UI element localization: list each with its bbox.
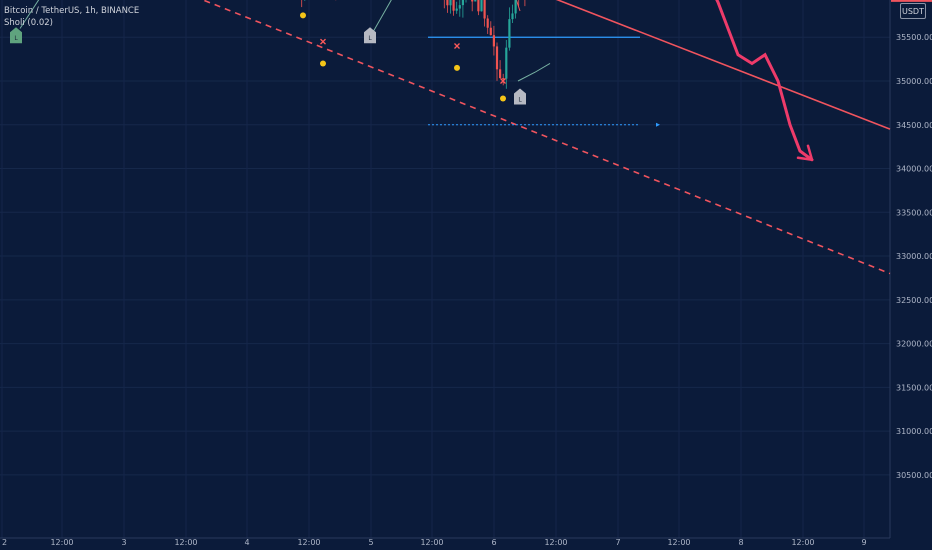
x-tick-label: 12:00 <box>50 538 73 547</box>
chart-legend: Bitcoin / TetherUS, 1h, BINANCE Sholi (0… <box>4 5 139 29</box>
signal-cross <box>320 38 326 45</box>
candle-body[interactable] <box>508 19 511 48</box>
candle-body[interactable] <box>502 78 505 80</box>
x-tick-label: 6 <box>491 538 496 547</box>
signal-dot <box>500 95 506 102</box>
candle-body[interactable] <box>480 0 483 12</box>
long-signal-marker[interactable] <box>364 27 376 44</box>
candle-body[interactable] <box>474 0 477 2</box>
x-tick-label: 7 <box>615 538 620 547</box>
candle-body[interactable] <box>446 0 449 6</box>
currency-badge[interactable]: USDT <box>900 3 926 19</box>
x-tick-label: 8 <box>738 538 743 547</box>
y-tick-label: 31500.00 <box>896 383 932 392</box>
x-tick-label: 12:00 <box>174 538 197 547</box>
marker-glyph: L <box>14 35 18 42</box>
candle-body[interactable] <box>471 0 474 2</box>
candle-body[interactable] <box>449 0 452 6</box>
x-tick-label: 12:00 <box>667 538 690 547</box>
candle-body[interactable] <box>458 5 461 9</box>
candle-body[interactable] <box>483 0 486 19</box>
y-tick-label: 34500.00 <box>896 121 932 130</box>
candle-body[interactable] <box>511 13 514 20</box>
forecast-fall-path[interactable] <box>660 0 814 162</box>
y-tick-label: 31000.00 <box>896 427 932 436</box>
indicator-line <box>517 63 551 82</box>
long-signal-marker[interactable] <box>514 88 526 105</box>
signal-dot <box>320 60 326 67</box>
candle-body[interactable] <box>486 18 489 28</box>
x-tick-label: 3 <box>121 538 126 547</box>
long-signal-marker[interactable] <box>10 27 22 44</box>
indicator-label: Sholi (0.02) <box>4 18 53 28</box>
channel-middle-line[interactable] <box>35 0 891 130</box>
candle-body[interactable] <box>505 47 508 79</box>
signal-cross <box>454 43 460 49</box>
y-tick-label: 35500.00 <box>896 33 932 42</box>
x-tick-label: 5 <box>368 538 373 547</box>
marker-glyph: L <box>368 35 372 42</box>
signal-dot <box>454 64 460 71</box>
y-tick-label: 32500.00 <box>896 296 932 305</box>
candle-body[interactable] <box>495 46 499 70</box>
forecast-arrow-head <box>796 144 814 162</box>
y-tick-label: 34000.00 <box>896 165 932 174</box>
y-tick-label: 30500.00 <box>896 471 932 480</box>
indicator-line <box>369 0 392 38</box>
y-tick-label: 35000.00 <box>896 77 932 86</box>
signal-dot <box>300 12 306 19</box>
signal-cross <box>500 78 506 84</box>
candle-body[interactable] <box>489 27 492 36</box>
x-tick-label: 12:00 <box>791 538 814 547</box>
plot-area <box>0 0 890 538</box>
candle-body[interactable] <box>499 69 502 79</box>
y-tick-label: 33500.00 <box>896 208 932 217</box>
candle-body[interactable] <box>514 0 517 14</box>
x-tick-label: 9 <box>861 538 866 547</box>
candle-body[interactable] <box>492 35 495 47</box>
candle-body[interactable] <box>455 8 458 11</box>
y-tick-label: 32000.00 <box>896 340 932 349</box>
y-tick-label: 33000.00 <box>896 252 932 261</box>
x-tick-label: 12:00 <box>544 538 567 547</box>
x-tick-label: 4 <box>244 538 249 547</box>
candle-body[interactable] <box>461 0 464 6</box>
candle-body[interactable] <box>452 0 455 11</box>
x-tick-label: 12:00 <box>297 538 320 547</box>
candle-body[interactable] <box>477 0 480 12</box>
x-tick-label: 12:00 <box>420 538 443 547</box>
price-tag[interactable] <box>891 0 932 2</box>
x-tick-label: 2 <box>2 538 7 547</box>
level-end-arrow <box>656 122 660 127</box>
marker-glyph: L <box>518 97 522 104</box>
symbol-title: Bitcoin / TetherUS, 1h, BINANCE <box>4 6 140 16</box>
